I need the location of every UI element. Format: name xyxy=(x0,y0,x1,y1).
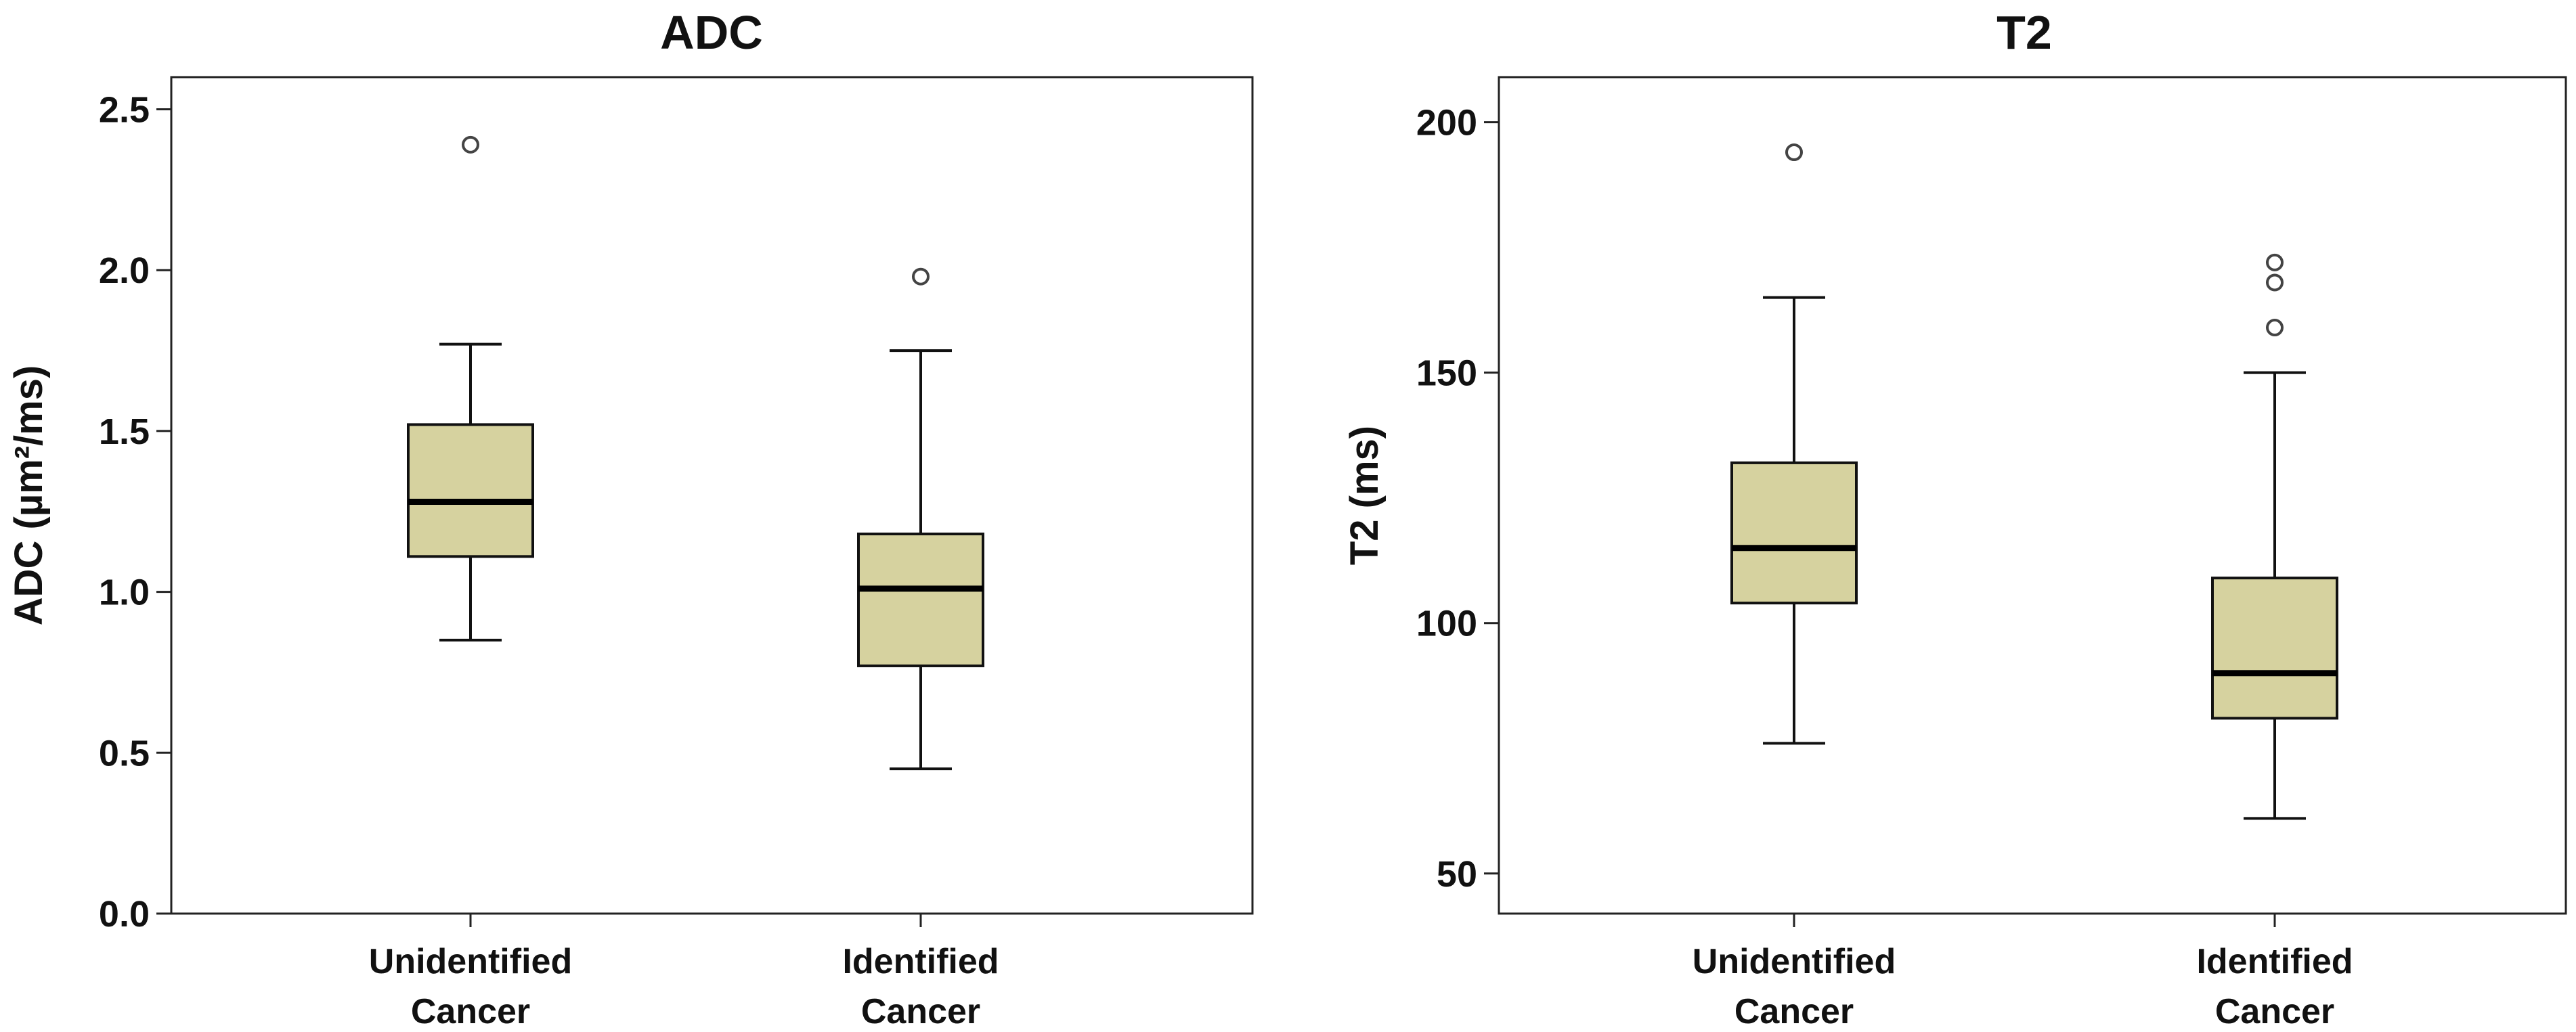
outlier-point xyxy=(1785,143,1803,162)
outlier-point xyxy=(462,135,479,154)
y-axis-label: T2 (ms) xyxy=(1342,426,1387,565)
x-category-label: Cancer xyxy=(1734,992,1854,1031)
outlier-point xyxy=(2266,273,2284,292)
x-category-label: Cancer xyxy=(861,992,980,1031)
outlier-point xyxy=(912,267,930,286)
y-axis-label: ADC (µm²/ms) xyxy=(7,365,51,626)
y-tick-label: 0.5 xyxy=(99,733,150,773)
iqr-box xyxy=(407,423,534,558)
box-2 xyxy=(857,267,984,771)
y-tick-label: 2.0 xyxy=(99,250,150,291)
y-tick-label: 0.0 xyxy=(99,894,150,935)
x-category-label: Cancer xyxy=(411,992,530,1031)
iqr-box xyxy=(2211,577,2338,720)
iqr-box xyxy=(857,533,984,667)
x-category-label: Identified xyxy=(2196,942,2353,981)
iqr-box xyxy=(1730,461,1858,605)
x-category-label: Cancer xyxy=(2215,992,2334,1031)
y-tick-label: 1.0 xyxy=(99,573,150,613)
x-category-label: Unidentified xyxy=(369,942,572,981)
box-1 xyxy=(407,135,534,642)
outlier-point xyxy=(2266,253,2284,271)
y-tick-label: 1.5 xyxy=(99,411,150,452)
y-tick-label: 100 xyxy=(1416,604,1477,644)
box-2 xyxy=(2211,253,2338,820)
box-1 xyxy=(1730,143,1858,745)
chart-title: ADC xyxy=(660,6,763,59)
plot-frame xyxy=(170,76,1254,915)
x-category-label: Unidentified xyxy=(1693,942,1896,981)
y-tick-label: 150 xyxy=(1416,353,1477,394)
x-category-label: Identified xyxy=(842,942,999,981)
outlier-point xyxy=(2266,319,2284,337)
y-tick-label: 2.5 xyxy=(99,90,150,131)
chart-title: T2 xyxy=(1996,6,2052,59)
chart-panel-2: T2 T2 (ms) 50 100 150 200 Unidentified Cancer Id… xyxy=(1342,6,2567,1031)
y-tick-label: 200 xyxy=(1416,103,1477,143)
chart-panel-1: ADC ADC (µm²/ms) 0.0 0.5 1.0 1.5 2.0 2.5 Unident… xyxy=(7,6,1254,1031)
plot-frame xyxy=(1498,76,2567,915)
y-tick-label: 50 xyxy=(1437,854,1477,895)
